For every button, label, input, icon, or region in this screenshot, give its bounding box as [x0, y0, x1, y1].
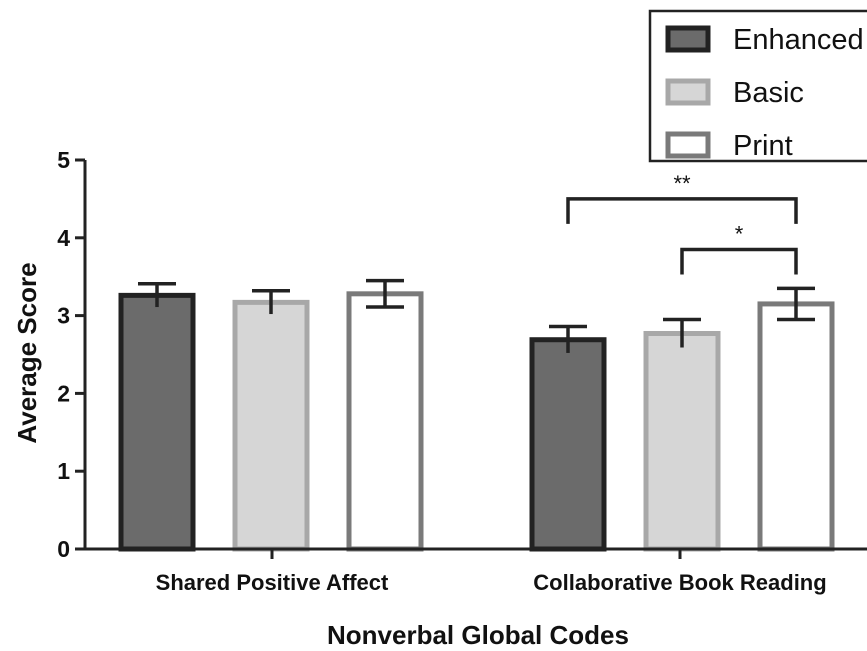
bar-enhanced-2 — [529, 337, 607, 552]
x-category-label-1: Shared Positive Affect — [156, 570, 389, 595]
legend-label-enhanced: Enhanced — [733, 24, 864, 56]
axes-layer — [75, 160, 867, 551]
y-tick-label-1: 1 — [57, 458, 70, 484]
error-bar-print-2 — [777, 286, 815, 322]
legend: Enhanced Basic Print — [648, 9, 867, 163]
bar-enhanced-1 — [118, 292, 196, 552]
significance-label-2: * — [735, 221, 744, 246]
legend-swatch-basic — [665, 78, 711, 106]
bars-layer — [118, 291, 835, 552]
significance-layer: *** — [566, 171, 798, 275]
significance-bracket-2: * — [680, 221, 798, 275]
significance-bracket-1: ** — [566, 171, 798, 224]
legend-swatch-enhanced — [665, 25, 711, 53]
y-tick-label-3: 3 — [57, 303, 70, 329]
legend-label-basic: Basic — [733, 77, 804, 109]
y-axis-title: Average Score — [12, 262, 42, 443]
x-category-label-2: Collaborative Book Reading — [533, 570, 826, 595]
bar-basic-1 — [232, 299, 310, 552]
error-bar-basic-2 — [663, 317, 701, 348]
error-bar-enhanced-1 — [138, 281, 176, 308]
bar-basic-2 — [643, 330, 721, 552]
bar-print-2 — [757, 301, 835, 552]
y-tick-label-4: 4 — [57, 225, 70, 251]
error-bar-enhanced-2 — [549, 324, 587, 353]
legend-item-print: Print — [665, 130, 793, 162]
error-bar-print-1 — [366, 278, 404, 309]
x-axis-title: Nonverbal Global Codes — [327, 620, 629, 650]
error-bars-layer — [138, 278, 815, 353]
legend-item-basic: Basic — [665, 77, 804, 109]
bar-print-1 — [346, 291, 424, 552]
legend-swatch-print — [665, 131, 711, 159]
y-tick-label-0: 0 — [57, 536, 70, 562]
error-bar-basic-1 — [252, 288, 290, 315]
legend-item-enhanced: Enhanced — [665, 24, 864, 56]
ticks-layer: 0 1 2 3 4 5 Shared Positive Affect Collaborativ… — [57, 147, 826, 595]
significance-label-1: ** — [673, 171, 691, 196]
legend-label-print: Print — [733, 130, 793, 162]
y-tick-label-2: 2 — [57, 380, 70, 406]
y-tick-label-5: 5 — [57, 147, 70, 173]
